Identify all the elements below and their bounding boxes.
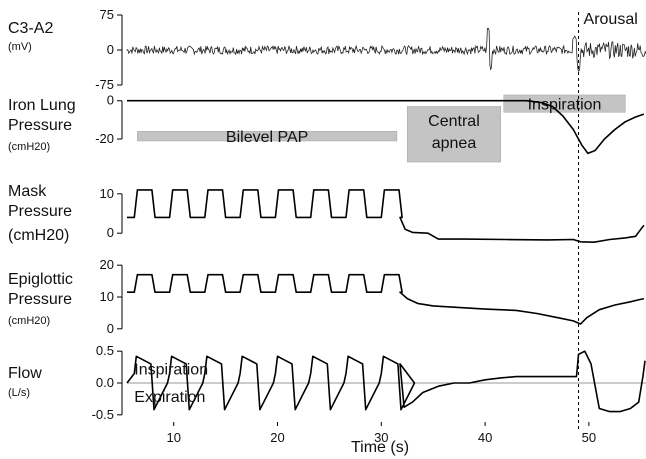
x-tick-label: 30 [374,430,388,445]
eeg-y-tick-label: -75 [95,77,114,92]
flow-y-tick-label: -0.5 [92,407,114,422]
flow-annotation: Expiration [134,389,205,406]
box-label: Bilevel PAP [226,129,308,146]
central-apnea-label: Central [428,113,480,130]
annotations-layer: Inspiration Expiration Arousal [134,11,638,430]
iron-lung-y-tick-label: -20 [95,131,114,146]
epiglottic-y-tick-label: 10 [100,289,114,304]
iron-lung-label-2: Pressure [8,117,72,134]
epiglottic-label-2: Pressure [8,291,72,308]
eeg-trace [126,27,646,73]
x-axis-label: Time (s) [351,439,409,456]
mask-y-tick-label: 10 [100,186,114,201]
eeg-y-tick-label: 75 [100,7,114,22]
mask-pressure-trace [126,189,645,243]
flow-y-tick-label: 0.0 [96,375,114,390]
iron-lung-trace [127,99,645,155]
epiglottic-label: Epiglottic [8,271,73,288]
eeg-unit: (mV) [8,41,32,53]
eeg-label: C3-A2 [8,20,53,37]
x-tick-label: 50 [582,430,596,445]
annotation-boxes: Bilevel PAP Central apnea Inspiration [137,94,626,163]
flow-label: Flow [8,365,42,382]
mask-label-2: Pressure [8,203,72,220]
annotation-box [503,94,626,113]
box-label: Inspiration [528,97,602,114]
epiglottic-pressure-trace [126,273,645,325]
mask-y-tick-label: 0 [107,225,114,240]
flow-trace [126,350,646,413]
mask-unit: (cmH20) [8,227,69,244]
central-apnea-label-2: apnea [432,135,477,152]
flow-y-tick-label: 0.5 [96,343,114,358]
flow-unit: (L/s) [8,387,30,399]
x-tick-label: 40 [478,430,492,445]
flow-annotation: Inspiration [134,362,208,379]
mask-label: Mask [8,183,47,200]
arousal-label: Arousal [584,11,638,28]
epiglottic-y-tick-label: 20 [100,257,114,272]
iron-lung-label: Iron Lung [8,97,76,114]
annotation-box [137,131,398,142]
epiglottic-y-tick-label: 0 [107,321,114,336]
epiglottic-unit: (cmH20) [8,315,50,327]
x-tick-label: 20 [270,430,284,445]
x-tick-label: 10 [166,430,180,445]
iron-lung-unit: (cmH20) [8,141,50,153]
annotation-box [406,106,501,163]
eeg-y-tick-label: 0 [107,42,114,57]
traces-layer [126,27,646,413]
iron-lung-y-tick-label: 0 [107,93,114,108]
